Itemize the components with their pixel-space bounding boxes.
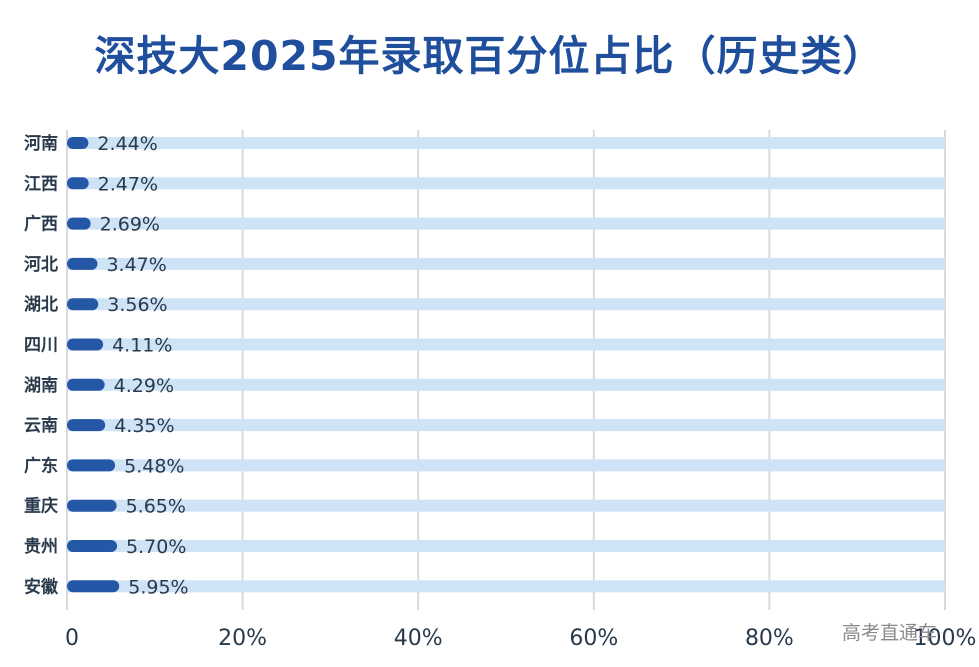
value-label: 4.11% — [112, 335, 172, 357]
bar-track — [67, 540, 945, 552]
gridlines — [66, 130, 946, 610]
x-tick-label: 40% — [394, 626, 443, 651]
bar — [67, 217, 91, 230]
bar-track — [67, 257, 945, 270]
category-label: 四川 — [24, 336, 58, 356]
bar — [67, 580, 120, 593]
x-tick-label: 100% — [914, 626, 977, 651]
bar — [67, 257, 98, 270]
bar-track — [67, 137, 945, 149]
bar — [67, 298, 99, 311]
category-label: 湖南 — [24, 375, 58, 396]
bar — [67, 540, 118, 552]
category-label: 重庆 — [24, 496, 58, 517]
bar-track — [67, 459, 945, 472]
value-label: 5.95% — [128, 576, 188, 598]
value-labels: 2.44% 2.47% 2.69% 3.47% 3.56% 4.11% 4.29% 4.35%… — [97, 133, 188, 598]
value-label: 5.70% — [126, 536, 186, 558]
value-label: 2.69% — [100, 214, 160, 236]
bar — [67, 419, 106, 432]
bar — [67, 137, 89, 149]
value-label: 4.29% — [114, 375, 174, 397]
value-label: 5.48% — [124, 455, 184, 477]
bar — [67, 378, 105, 391]
value-label: 4.35% — [114, 415, 174, 437]
x-tick-label: 0 — [65, 626, 79, 651]
bar — [67, 499, 117, 512]
bar-track — [67, 580, 945, 593]
value-label: 3.56% — [107, 294, 167, 316]
category-label: 安徽 — [24, 576, 59, 597]
x-tick-label: 80% — [745, 626, 794, 651]
value-label: 3.47% — [106, 254, 166, 276]
category-label: 广西 — [24, 214, 58, 235]
category-label: 河北 — [24, 255, 58, 275]
value-label: 2.47% — [98, 173, 158, 195]
category-label: 江西 — [24, 174, 58, 194]
category-label: 河南 — [24, 133, 58, 154]
bar-track — [67, 378, 945, 391]
bar — [67, 177, 89, 190]
bar-track — [67, 177, 945, 190]
x-axis-tick-labels: 0 20% 40% 60% 80% 100% — [65, 626, 976, 651]
bar-track — [67, 217, 945, 230]
x-tick-label: 20% — [218, 626, 267, 651]
value-label: 2.44% — [97, 133, 157, 155]
bar-track — [67, 499, 945, 512]
watermark: 高考直通车 — [842, 622, 938, 644]
category-label: 湖北 — [24, 295, 58, 315]
bar — [67, 338, 104, 351]
category-label: 贵州 — [24, 536, 58, 557]
value-label: 5.65% — [126, 496, 186, 518]
category-label: 广东 — [24, 455, 58, 476]
bar-track — [67, 298, 945, 311]
bars — [67, 137, 120, 593]
x-tick-label: 60% — [569, 626, 618, 651]
bar-tracks — [67, 137, 945, 593]
chart-title: 深技大2025年录取百分位占比（历史类） — [94, 32, 885, 80]
bar-track — [67, 338, 945, 351]
category-label: 云南 — [24, 415, 58, 436]
bar — [67, 459, 116, 472]
bar-track — [67, 419, 945, 432]
